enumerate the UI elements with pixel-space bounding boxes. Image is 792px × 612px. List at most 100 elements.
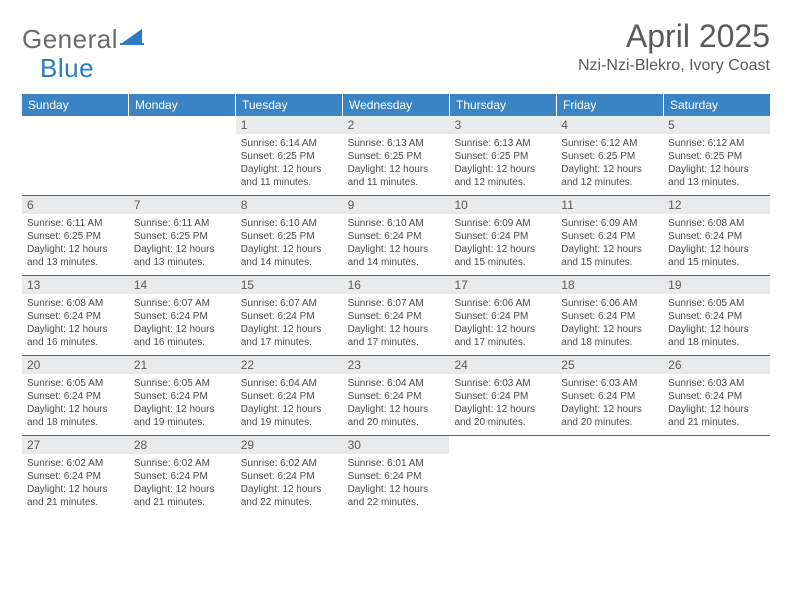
- day-details: Sunrise: 6:11 AMSunset: 6:25 PMDaylight:…: [129, 214, 236, 275]
- sunrise-text: Sunrise: 6:11 AM: [27, 217, 124, 230]
- sunrise-text: Sunrise: 6:12 AM: [668, 137, 765, 150]
- sunset-text: Sunset: 6:25 PM: [348, 150, 445, 163]
- sunrise-text: Sunrise: 6:14 AM: [241, 137, 338, 150]
- day-cell: 28Sunrise: 6:02 AMSunset: 6:24 PMDayligh…: [129, 436, 236, 515]
- sunrise-text: Sunrise: 6:02 AM: [27, 457, 124, 470]
- day-details: Sunrise: 6:11 AMSunset: 6:25 PMDaylight:…: [22, 214, 129, 275]
- sunrise-text: Sunrise: 6:02 AM: [134, 457, 231, 470]
- day-number: 9: [343, 196, 450, 214]
- sunrise-text: Sunrise: 6:07 AM: [134, 297, 231, 310]
- day-cell: 23Sunrise: 6:04 AMSunset: 6:24 PMDayligh…: [343, 356, 450, 435]
- day-number: 29: [236, 436, 343, 454]
- sunrise-text: Sunrise: 6:06 AM: [454, 297, 551, 310]
- daylight-text: Daylight: 12 hours and 13 minutes.: [668, 163, 765, 189]
- day-cell: 17Sunrise: 6:06 AMSunset: 6:24 PMDayligh…: [449, 276, 556, 355]
- day-cell: 20Sunrise: 6:05 AMSunset: 6:24 PMDayligh…: [22, 356, 129, 435]
- sunset-text: Sunset: 6:24 PM: [348, 310, 445, 323]
- daylight-text: Daylight: 12 hours and 20 minutes.: [348, 403, 445, 429]
- day-cell: 19Sunrise: 6:05 AMSunset: 6:24 PMDayligh…: [663, 276, 770, 355]
- daylight-text: Daylight: 12 hours and 19 minutes.: [241, 403, 338, 429]
- day-details: Sunrise: 6:07 AMSunset: 6:24 PMDaylight:…: [343, 294, 450, 355]
- sunset-text: Sunset: 6:24 PM: [348, 390, 445, 403]
- day-details: Sunrise: 6:04 AMSunset: 6:24 PMDaylight:…: [236, 374, 343, 435]
- daylight-text: Daylight: 12 hours and 16 minutes.: [134, 323, 231, 349]
- daylight-text: Daylight: 12 hours and 21 minutes.: [134, 483, 231, 509]
- day-details: Sunrise: 6:03 AMSunset: 6:24 PMDaylight:…: [663, 374, 770, 435]
- sunset-text: Sunset: 6:25 PM: [27, 230, 124, 243]
- day-number: 8: [236, 196, 343, 214]
- day-details: Sunrise: 6:06 AMSunset: 6:24 PMDaylight:…: [449, 294, 556, 355]
- day-number: 27: [22, 436, 129, 454]
- logo-word1: General: [22, 24, 118, 55]
- day-number: 4: [556, 116, 663, 134]
- day-header: Sunday: [22, 94, 129, 116]
- day-number: 14: [129, 276, 236, 294]
- day-cell: 25Sunrise: 6:03 AMSunset: 6:24 PMDayligh…: [556, 356, 663, 435]
- week-row: 20Sunrise: 6:05 AMSunset: 6:24 PMDayligh…: [22, 355, 770, 435]
- day-cell: [556, 436, 663, 515]
- logo: General: [22, 24, 144, 55]
- daylight-text: Daylight: 12 hours and 21 minutes.: [668, 403, 765, 429]
- day-cell: 4 Sunrise: 6:12 AMSunset: 6:25 PMDaylight…: [556, 116, 663, 195]
- day-header: Thursday: [450, 94, 557, 116]
- day-number: 21: [129, 356, 236, 374]
- daylight-text: Daylight: 12 hours and 18 minutes.: [561, 323, 658, 349]
- day-details: Sunrise: 6:07 AMSunset: 6:24 PMDaylight:…: [129, 294, 236, 355]
- day-details: Sunrise: 6:05 AMSunset: 6:24 PMDaylight:…: [22, 374, 129, 435]
- day-number: 18: [556, 276, 663, 294]
- sunset-text: Sunset: 6:25 PM: [241, 150, 338, 163]
- sunrise-text: Sunrise: 6:07 AM: [241, 297, 338, 310]
- sunrise-text: Sunrise: 6:05 AM: [134, 377, 231, 390]
- page: General April 2025 Nzi-Nzi-Blekro, Ivory…: [0, 0, 792, 612]
- sunrise-text: Sunrise: 6:12 AM: [561, 137, 658, 150]
- day-number: 20: [22, 356, 129, 374]
- sunset-text: Sunset: 6:24 PM: [454, 310, 551, 323]
- day-number: 5: [663, 116, 770, 134]
- day-cell: 26Sunrise: 6:03 AMSunset: 6:24 PMDayligh…: [663, 356, 770, 435]
- sunrise-text: Sunrise: 6:09 AM: [454, 217, 551, 230]
- daylight-text: Daylight: 12 hours and 15 minutes.: [454, 243, 551, 269]
- day-number: 12: [663, 196, 770, 214]
- sunrise-text: Sunrise: 6:09 AM: [561, 217, 658, 230]
- day-details: Sunrise: 6:13 AMSunset: 6:25 PMDaylight:…: [449, 134, 556, 195]
- daylight-text: Daylight: 12 hours and 22 minutes.: [241, 483, 338, 509]
- day-header: Monday: [129, 94, 236, 116]
- sunset-text: Sunset: 6:24 PM: [27, 310, 124, 323]
- sunrise-text: Sunrise: 6:05 AM: [668, 297, 765, 310]
- daylight-text: Daylight: 12 hours and 20 minutes.: [454, 403, 551, 429]
- day-details: Sunrise: 6:04 AMSunset: 6:24 PMDaylight:…: [343, 374, 450, 435]
- day-cell: 22Sunrise: 6:04 AMSunset: 6:24 PMDayligh…: [236, 356, 343, 435]
- day-details: Sunrise: 6:02 AMSunset: 6:24 PMDaylight:…: [129, 454, 236, 515]
- day-cell: 3Sunrise: 6:13 AMSunset: 6:25 PMDaylight…: [449, 116, 556, 195]
- sunset-text: Sunset: 6:25 PM: [561, 150, 658, 163]
- daylight-text: Daylight: 12 hours and 21 minutes.: [27, 483, 124, 509]
- day-cell: 7Sunrise: 6:11 AMSunset: 6:25 PMDaylight…: [129, 196, 236, 275]
- week-row: 27Sunrise: 6:02 AMSunset: 6:24 PMDayligh…: [22, 435, 770, 515]
- day-details: Sunrise: 6:08 AMSunset: 6:24 PMDaylight:…: [22, 294, 129, 355]
- day-details: Sunrise: 6:12 AMSunset: 6:25 PMDaylight:…: [663, 134, 770, 195]
- day-details: Sunrise: 6:09 AMSunset: 6:24 PMDaylight:…: [556, 214, 663, 275]
- sunrise-text: Sunrise: 6:10 AM: [348, 217, 445, 230]
- week-row: 1Sunrise: 6:14 AMSunset: 6:25 PMDaylight…: [22, 116, 770, 195]
- sunset-text: Sunset: 6:24 PM: [561, 230, 658, 243]
- day-cell: 6Sunrise: 6:11 AMSunset: 6:25 PMDaylight…: [22, 196, 129, 275]
- day-number: 22: [236, 356, 343, 374]
- sunset-text: Sunset: 6:25 PM: [454, 150, 551, 163]
- daylight-text: Daylight: 12 hours and 12 minutes.: [561, 163, 658, 189]
- day-number: 11: [556, 196, 663, 214]
- calendar: Sunday Monday Tuesday Wednesday Thursday…: [22, 94, 770, 515]
- sunrise-text: Sunrise: 6:08 AM: [668, 217, 765, 230]
- day-details: Sunrise: 6:05 AMSunset: 6:24 PMDaylight:…: [663, 294, 770, 355]
- day-number: 7: [129, 196, 236, 214]
- day-number: 15: [236, 276, 343, 294]
- sunrise-text: Sunrise: 6:04 AM: [241, 377, 338, 390]
- daylight-text: Daylight: 12 hours and 13 minutes.: [134, 243, 231, 269]
- day-number: 19: [663, 276, 770, 294]
- day-cell: 29Sunrise: 6:02 AMSunset: 6:24 PMDayligh…: [236, 436, 343, 515]
- sunrise-text: Sunrise: 6:05 AM: [27, 377, 124, 390]
- daylight-text: Daylight: 12 hours and 16 minutes.: [27, 323, 124, 349]
- daylight-text: Daylight: 12 hours and 11 minutes.: [348, 163, 445, 189]
- day-details: Sunrise: 6:06 AMSunset: 6:24 PMDaylight:…: [556, 294, 663, 355]
- day-cell: 2Sunrise: 6:13 AMSunset: 6:25 PMDaylight…: [343, 116, 450, 195]
- day-cell: 15Sunrise: 6:07 AMSunset: 6:24 PMDayligh…: [236, 276, 343, 355]
